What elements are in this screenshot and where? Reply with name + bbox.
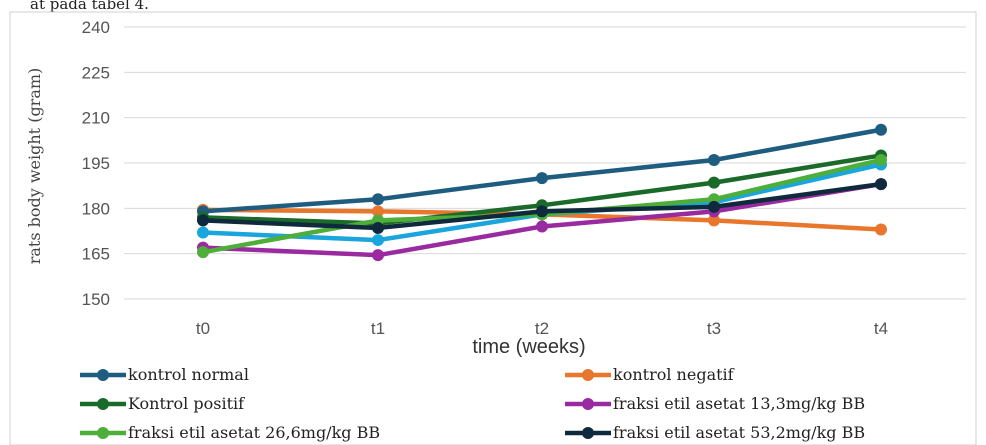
x-tick-label: t4 (874, 319, 888, 338)
x-tick-label: t3 (707, 319, 721, 338)
data-point (708, 176, 720, 189)
y-tick-label: 195 (82, 154, 110, 173)
data-point (536, 172, 548, 185)
chart-frame (9, 11, 977, 445)
legend-swatch-marker (582, 427, 594, 439)
data-point (197, 226, 209, 239)
legend-label: kontrol normal (128, 365, 249, 384)
series-fraksi-etil-asetat-53-2mg-kg-bb (197, 178, 887, 234)
legend-item: fraksi etil asetat 13,3mg/kg BB (565, 394, 865, 413)
data-point (536, 220, 548, 233)
legend-item: fraksi etil asetat 26,6mg/kg BB (80, 423, 380, 442)
legend-swatch-marker (97, 427, 109, 439)
data-point (875, 223, 887, 236)
data-point (875, 178, 887, 191)
legend-item: kontrol negatif (565, 365, 735, 384)
data-point (536, 205, 548, 218)
data-point (372, 205, 384, 218)
series-kontrol-normal (197, 123, 887, 218)
y-tick-label: 180 (82, 199, 110, 218)
legend-swatch-marker (582, 369, 594, 381)
legend-label: fraksi etil asetat 53,2mg/kg BB (613, 423, 865, 442)
legend-item: Kontrol positif (80, 394, 245, 413)
legend-label: kontrol negatif (613, 365, 735, 384)
legend-label: fraksi etil asetat 13,3mg/kg BB (613, 394, 865, 413)
top-text-fragment: at pada tabel 4. (30, 0, 149, 13)
data-point (197, 214, 209, 227)
y-tick-label: 225 (82, 63, 110, 82)
y-tick-label: 210 (82, 109, 110, 128)
legend: kontrol normal kontrol negatif Kontrol pos… (80, 365, 865, 442)
y-tick-label: 165 (82, 245, 110, 264)
x-tick-labels: t0 t1 t2 t3 t4 (196, 319, 888, 338)
data-point (372, 234, 384, 247)
y-tick-labels: 150 165 180 195 210 225 240 (82, 18, 110, 309)
legend-label: Kontrol positif (128, 394, 245, 413)
data-point (372, 221, 384, 234)
data-point (372, 249, 384, 262)
y-axis-label: rats body weight (gram) (25, 68, 44, 265)
legend-label: fraksi etil asetat 26,6mg/kg BB (128, 423, 380, 442)
x-tick-label: t0 (196, 319, 210, 338)
series-lines (197, 123, 887, 262)
x-tick-label: t1 (371, 319, 385, 338)
data-point (708, 214, 720, 227)
legend-item: fraksi etil asetat 53,2mg/kg BB (565, 423, 865, 442)
y-tick-label: 240 (82, 18, 110, 37)
legend-swatch-marker (97, 369, 109, 381)
data-point (875, 153, 887, 166)
data-point (708, 200, 720, 213)
data-point (875, 123, 887, 136)
x-tick-label: t2 (535, 319, 549, 338)
y-tick-label: 150 (82, 290, 110, 309)
legend-swatch-marker (97, 398, 109, 410)
data-point (372, 193, 384, 206)
legend-swatch-marker (582, 398, 594, 410)
data-point (197, 246, 209, 259)
legend-item: kontrol normal (80, 365, 249, 384)
x-axis-label: time (weeks) (472, 336, 585, 358)
data-point (708, 153, 720, 166)
